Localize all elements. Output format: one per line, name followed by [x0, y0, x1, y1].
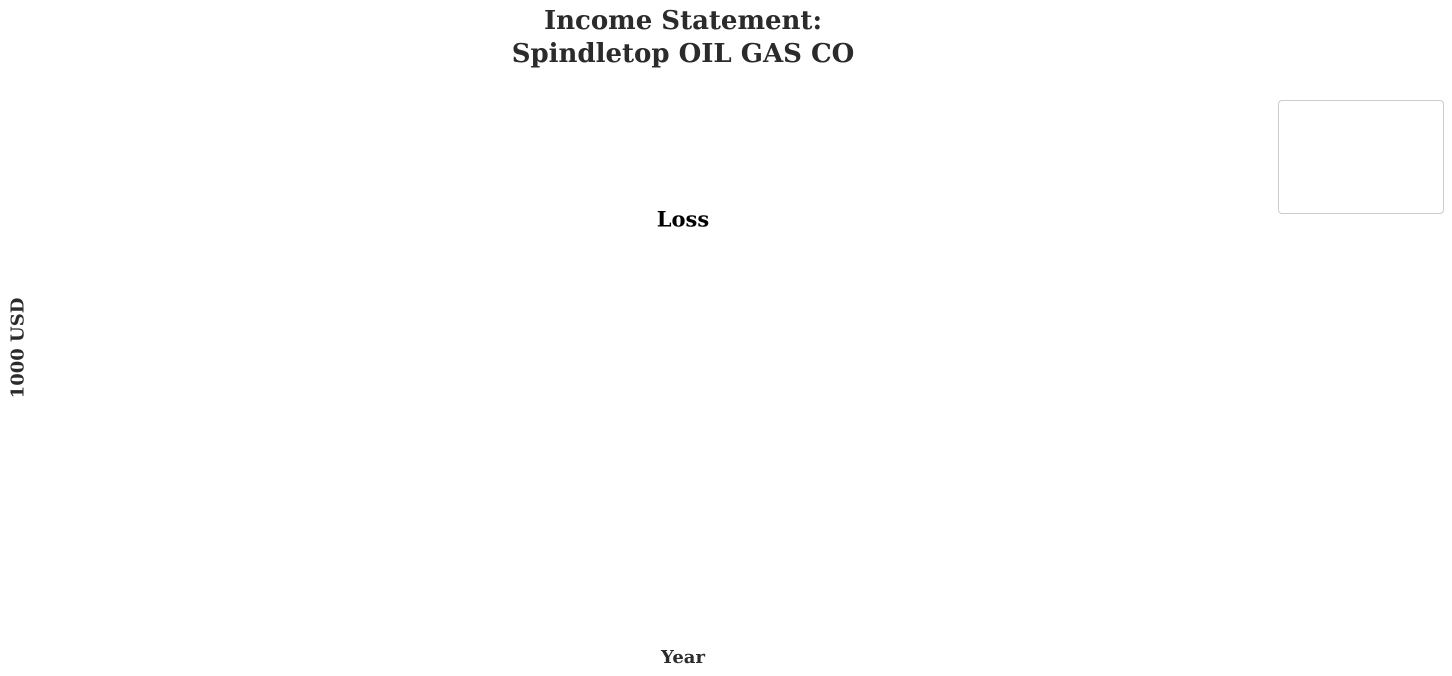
legend — [1278, 100, 1444, 214]
loss-annotation: Loss — [656, 206, 710, 232]
chart-title: Income Statement: Spindletop OIL GAS CO — [512, 5, 855, 71]
chart-title-line2: Spindletop OIL GAS CO — [511, 39, 855, 69]
x-axis-label: Year — [661, 647, 705, 668]
chart-title-line1: Income Statement: — [543, 6, 823, 36]
